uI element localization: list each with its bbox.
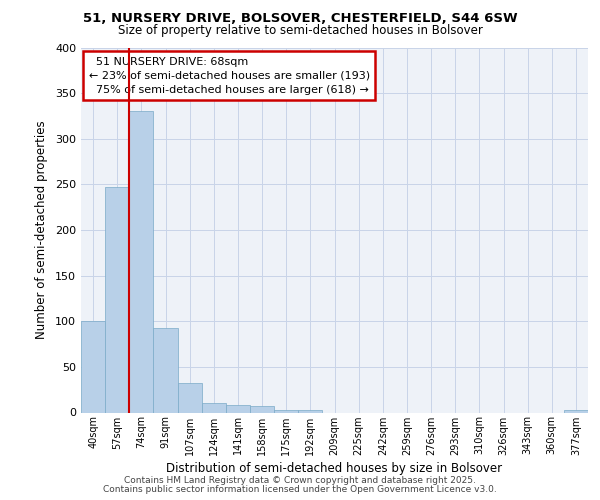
Text: 51, NURSERY DRIVE, BOLSOVER, CHESTERFIELD, S44 6SW: 51, NURSERY DRIVE, BOLSOVER, CHESTERFIEL… [83,12,517,26]
Bar [298,410,322,412]
Bar [274,410,298,412]
Y-axis label: Number of semi-detached properties: Number of semi-detached properties [35,120,48,340]
Bar [105,187,129,412]
Bar [564,410,588,412]
X-axis label: Distribution of semi-detached houses by size in Bolsover: Distribution of semi-detached houses by … [166,462,503,474]
Bar [129,112,154,412]
Bar [81,322,105,412]
Bar [178,384,202,412]
Text: Contains public sector information licensed under the Open Government Licence v3: Contains public sector information licen… [103,485,497,494]
Bar [250,406,274,412]
Text: 51 NURSERY DRIVE: 68sqm
← 23% of semi-detached houses are smaller (193)
  75% of: 51 NURSERY DRIVE: 68sqm ← 23% of semi-de… [89,56,370,94]
Bar [154,328,178,412]
Bar [226,405,250,412]
Bar [202,404,226,412]
Text: Size of property relative to semi-detached houses in Bolsover: Size of property relative to semi-detach… [118,24,482,37]
Text: Contains HM Land Registry data © Crown copyright and database right 2025.: Contains HM Land Registry data © Crown c… [124,476,476,485]
